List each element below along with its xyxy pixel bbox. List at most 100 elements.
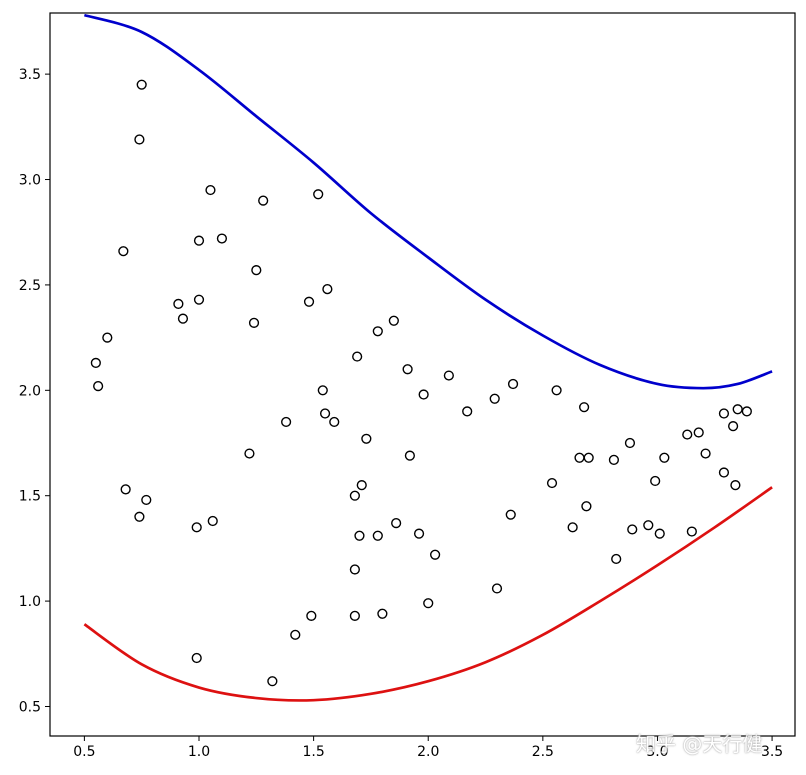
data-point xyxy=(141,494,152,506)
data-point xyxy=(377,608,388,619)
data-point xyxy=(120,484,131,495)
data-point xyxy=(650,475,661,487)
data-point xyxy=(718,467,730,478)
data-point xyxy=(216,233,228,244)
data-point xyxy=(682,429,693,440)
data-point xyxy=(443,370,454,381)
data-point xyxy=(356,480,367,491)
x-tick-label: 1.0 xyxy=(188,744,210,760)
data-point xyxy=(372,326,383,337)
data-point xyxy=(244,448,255,459)
data-point xyxy=(611,553,622,565)
x-tick-label: 3.0 xyxy=(646,744,668,760)
data-point xyxy=(583,452,594,463)
data-point xyxy=(546,477,558,489)
data-point xyxy=(251,265,262,276)
data-point xyxy=(118,246,129,257)
data-point xyxy=(354,530,365,541)
data-point xyxy=(349,564,360,575)
data-point xyxy=(732,404,743,415)
plot-area: 0.5 1.0 1.5 2.0 2.5 3.0 3.5 0.5 1.0 1.5 2.0 2.5 3.0 3… xyxy=(19,12,796,760)
data-point xyxy=(581,501,592,512)
data-point xyxy=(413,528,425,539)
data-point xyxy=(418,389,429,400)
data-point xyxy=(579,402,590,413)
x-tick-label: 3.5 xyxy=(761,744,783,760)
data-point xyxy=(391,517,402,529)
data-point xyxy=(319,408,331,419)
data-point xyxy=(281,416,292,428)
data-point xyxy=(693,427,704,438)
data-point xyxy=(191,522,202,533)
data-point xyxy=(134,134,145,145)
data-point xyxy=(718,408,730,419)
data-point xyxy=(93,380,104,392)
data-point xyxy=(349,610,360,621)
data-point xyxy=(402,364,413,375)
curve-line-1 xyxy=(83,13,773,390)
data-point xyxy=(90,357,101,369)
data-point xyxy=(505,509,516,520)
data-point xyxy=(728,421,739,432)
data-point xyxy=(372,530,383,541)
data-point xyxy=(430,549,441,560)
data-point xyxy=(306,610,317,621)
x-tick-label: 2.0 xyxy=(417,744,439,760)
axes-frame xyxy=(49,12,796,737)
data-point xyxy=(462,406,473,417)
data-point xyxy=(102,332,113,343)
data-point xyxy=(193,235,205,246)
x-tick-label: 1.5 xyxy=(302,744,324,760)
y-tick-label: 0.5 xyxy=(19,699,41,715)
x-tick-label: 0.5 xyxy=(73,744,95,760)
x-tick-label: 2.5 xyxy=(532,744,554,760)
data-point xyxy=(730,480,741,491)
data-point xyxy=(136,79,147,90)
data-point xyxy=(404,450,415,461)
data-point xyxy=(173,298,184,309)
data-point xyxy=(423,598,434,609)
data-point xyxy=(134,511,145,522)
data-point xyxy=(267,676,278,687)
y-tick-label: 2.0 xyxy=(19,383,41,399)
data-point xyxy=(191,652,202,664)
data-point xyxy=(489,393,500,404)
y-tick-label: 1.0 xyxy=(19,594,41,610)
data-point xyxy=(608,454,620,465)
data-point xyxy=(352,351,363,362)
watermark: 知乎 @天行健 xyxy=(636,732,763,756)
data-point xyxy=(659,452,670,463)
data-point xyxy=(177,313,189,324)
data-point xyxy=(349,490,360,501)
curve-line-2 xyxy=(83,486,773,702)
data-point xyxy=(654,528,665,539)
data-point xyxy=(567,522,578,533)
data-point xyxy=(193,294,205,305)
data-point xyxy=(643,520,654,531)
data-point xyxy=(329,416,340,428)
data-point xyxy=(258,195,269,206)
data-point xyxy=(507,378,519,390)
data-point xyxy=(624,437,636,449)
data-point xyxy=(361,433,372,444)
data-point xyxy=(317,385,328,396)
data-point xyxy=(313,189,324,200)
y-tick-label: 1.5 xyxy=(19,489,41,505)
data-point xyxy=(627,524,638,535)
data-point xyxy=(248,317,260,328)
data-point xyxy=(322,284,333,295)
data-point xyxy=(388,315,399,326)
y-tick-label: 3.0 xyxy=(19,173,41,189)
data-point xyxy=(205,184,216,196)
data-point xyxy=(551,385,562,396)
data-point xyxy=(686,526,697,537)
y-tick-label: 2.5 xyxy=(19,278,41,294)
data-point xyxy=(700,448,711,459)
data-point xyxy=(741,406,752,417)
data-point xyxy=(491,583,503,594)
data-point xyxy=(303,296,315,307)
y-tick-label: 3.5 xyxy=(19,67,41,83)
data-point xyxy=(290,629,301,640)
data-point xyxy=(207,515,218,527)
